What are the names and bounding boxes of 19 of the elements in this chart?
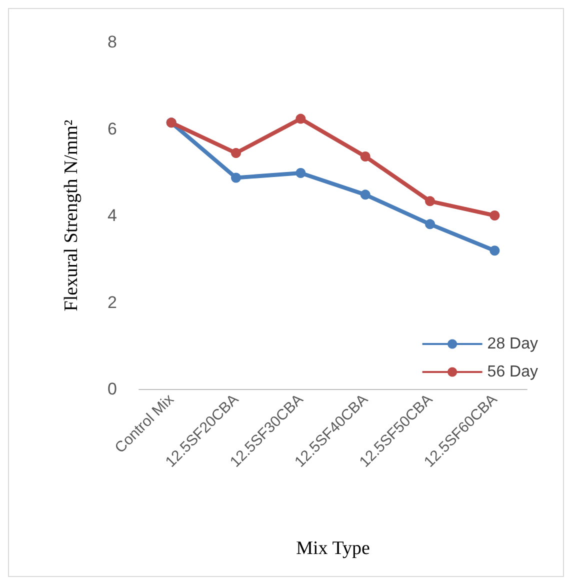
point [490, 210, 500, 220]
point [490, 246, 500, 256]
point [360, 190, 370, 200]
y-tick-label: 4 [108, 206, 117, 225]
point [425, 196, 435, 206]
point [360, 152, 370, 162]
point [231, 172, 241, 183]
x-axis-title: Mix Type [296, 538, 370, 559]
y-axis-title: Flexural Strength N/mm² [61, 119, 82, 312]
point [231, 148, 241, 158]
point [425, 219, 435, 230]
point [296, 114, 306, 124]
legend-label: 56 Day [487, 364, 538, 380]
y-tick-label: 6 [108, 119, 117, 138]
point [296, 168, 306, 178]
legend-label: 28 Day [487, 336, 538, 352]
y-tick-label: 8 [108, 32, 117, 52]
y-tick-label: 0 [108, 380, 117, 398]
y-tick-label: 2 [108, 292, 117, 312]
